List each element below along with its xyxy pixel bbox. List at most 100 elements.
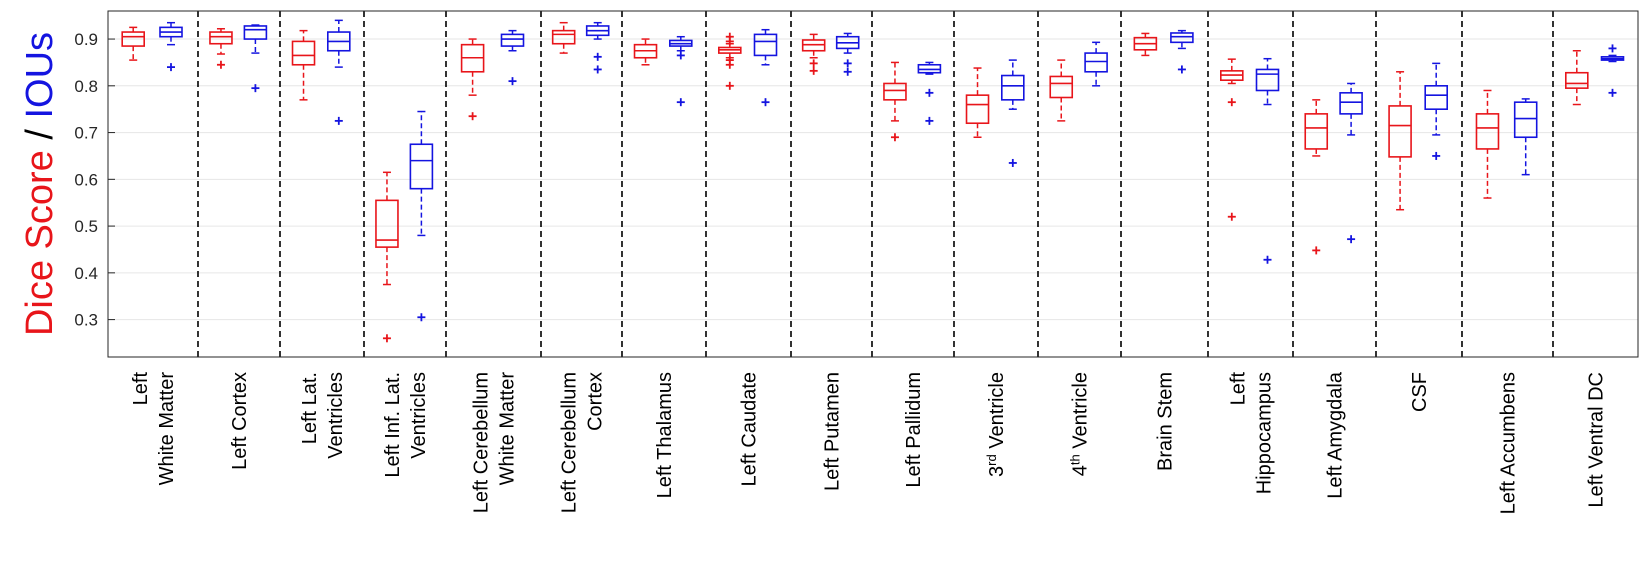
outlier-marker (1008, 158, 1017, 167)
category-label: Brain Stem (1155, 372, 1177, 471)
iou-box (585, 21, 610, 74)
category-label-line: Left Pallidum (903, 372, 925, 488)
category-group (121, 21, 183, 72)
outlier-marker (1312, 246, 1321, 255)
iqr-box (753, 33, 778, 57)
iou-box (1170, 29, 1194, 74)
category-label-line: White Matter (156, 372, 178, 486)
category-group (1049, 41, 1108, 122)
category-label-line: Left Putamen (822, 372, 844, 491)
iqr-box (1170, 32, 1194, 44)
dice-box (1133, 32, 1158, 57)
category-group (965, 59, 1025, 167)
category-label: Left Putamen (822, 372, 844, 491)
dice-box (1565, 49, 1589, 106)
category-label-line: Left Lat. (299, 372, 321, 444)
category-label-line: Left Ventral DC (1586, 372, 1608, 508)
outlier-marker (925, 88, 934, 97)
outlier-marker (890, 133, 899, 142)
category-label-line: Hippocampus (1254, 372, 1276, 494)
plot-area-frame (107, 10, 1639, 358)
y-axis-label: Dice Score / IOUs (19, 32, 61, 336)
iou-box (159, 21, 183, 72)
category-label: Left Lat. Ventricles (299, 372, 347, 459)
category-group (209, 24, 268, 93)
iqr-box (375, 199, 399, 248)
category-label: Left Pallidum (903, 372, 925, 488)
outlier-marker (593, 52, 602, 61)
category-separators (197, 11, 1554, 357)
dice-box (633, 38, 658, 66)
outlier-marker (417, 313, 426, 322)
category-group (633, 35, 693, 107)
outlier-marker (1608, 88, 1617, 97)
iqr-box (551, 29, 576, 45)
y-tick-label: 0.3 (74, 311, 98, 330)
iqr-box (1513, 101, 1538, 139)
iqr-box (965, 94, 990, 125)
category-label-line: Left Cerebellum (559, 372, 581, 513)
iqr-box (500, 33, 525, 47)
outlier-marker (809, 59, 818, 68)
iqr-box (291, 40, 316, 66)
outlier-marker (1227, 212, 1236, 221)
outlier-marker (725, 37, 734, 46)
grid-lines (108, 38, 1638, 321)
iou-box (1513, 98, 1538, 176)
iqr-box (1339, 92, 1363, 115)
dice-box (1388, 71, 1412, 211)
dice-box (1049, 59, 1074, 122)
y-tick-label: 0.9 (74, 30, 98, 49)
category-label-line: Ventricles (325, 372, 347, 459)
outlier-marker (382, 334, 391, 343)
iqr-box (1565, 71, 1589, 89)
category-label: Left Ventral DC (1586, 372, 1608, 508)
dice-box (291, 29, 316, 101)
dice-box (883, 61, 907, 142)
outlier-marker (1432, 151, 1441, 160)
outlier-marker (508, 77, 517, 86)
iou-box (1000, 59, 1025, 167)
category-group (375, 110, 434, 343)
outlier-marker (843, 67, 852, 76)
y-tick-label: 0.5 (74, 217, 98, 236)
iqr-box (883, 82, 907, 101)
category-group (1388, 62, 1448, 211)
iou-box (326, 19, 351, 125)
iqr-box (1255, 68, 1280, 92)
outlier-marker (216, 60, 225, 69)
category-label: Left White Matter (130, 372, 178, 486)
outlier-marker (761, 98, 770, 107)
category-group (460, 29, 525, 121)
outlier-marker (676, 98, 685, 107)
iqr-box (1304, 113, 1329, 150)
category-label: Left Accumbens (1498, 372, 1520, 514)
outlier-marker (468, 112, 477, 121)
y-tick-label: 0.6 (74, 170, 98, 189)
outlier-marker (593, 65, 602, 74)
category-label: Left Caudate (739, 372, 761, 487)
outlier-marker (725, 81, 734, 90)
category-group (1475, 89, 1538, 199)
category-label-line: 3rd Ventricle (984, 372, 1009, 477)
dice-box (121, 26, 145, 61)
iqr-box (209, 31, 233, 45)
category-label-line: Cortex (585, 372, 607, 431)
category-group (551, 21, 610, 74)
category-label-line: Brain Stem (1155, 372, 1177, 471)
category-label-line: Left Cerebellum (471, 372, 493, 513)
outlier-marker (334, 116, 343, 125)
iou-box (1600, 44, 1625, 97)
category-group (291, 19, 351, 125)
y-tick-label: 0.7 (74, 124, 98, 143)
iou-box (917, 61, 942, 125)
iou-box (668, 35, 693, 107)
category-group (883, 61, 942, 142)
category-group (1565, 44, 1625, 106)
boxes-layer (121, 19, 1625, 343)
outlier-marker (1263, 255, 1272, 264)
iqr-box (409, 143, 434, 190)
dice-box (1220, 58, 1244, 221)
iqr-box (1475, 113, 1500, 150)
